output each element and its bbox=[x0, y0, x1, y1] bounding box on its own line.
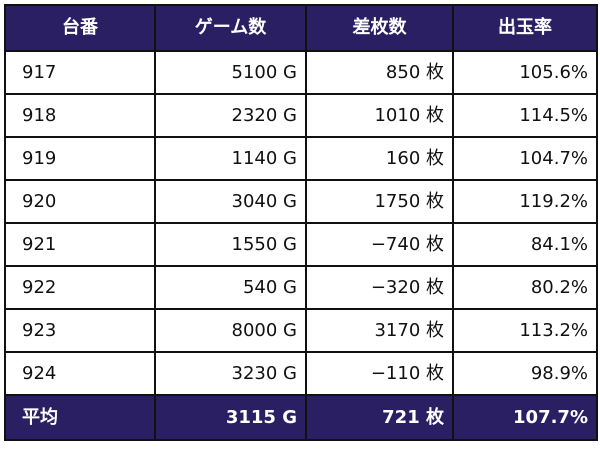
average-row: 平均 3115 G 721 枚 107.7% bbox=[4, 394, 598, 441]
machine-number-cell: 923 bbox=[4, 308, 156, 353]
payout-rate-cell: 105.6% bbox=[452, 50, 598, 95]
table-row: 920 3040 G 1750 枚 119.2% bbox=[4, 179, 598, 224]
header-coin-difference: 差枚数 bbox=[305, 4, 454, 52]
table-row: 922 540 G −320 枚 80.2% bbox=[4, 265, 598, 310]
machine-number-cell: 922 bbox=[4, 265, 156, 310]
coin-difference-cell: 160 枚 bbox=[305, 136, 454, 181]
payout-rate-cell: 84.1% bbox=[452, 222, 598, 267]
table-header: 台番 ゲーム数 差枚数 出玉率 bbox=[4, 4, 598, 52]
table-row: 918 2320 G 1010 枚 114.5% bbox=[4, 93, 598, 138]
coin-difference-cell: −110 枚 bbox=[305, 351, 454, 396]
average-label: 平均 bbox=[4, 394, 156, 441]
average-coin-difference: 721 枚 bbox=[305, 394, 454, 441]
game-count-cell: 1140 G bbox=[154, 136, 307, 181]
coin-difference-cell: 1010 枚 bbox=[305, 93, 454, 138]
table-footer: 平均 3115 G 721 枚 107.7% bbox=[4, 394, 598, 441]
payout-rate-cell: 80.2% bbox=[452, 265, 598, 310]
machine-number-cell: 921 bbox=[4, 222, 156, 267]
header-row: 台番 ゲーム数 差枚数 出玉率 bbox=[4, 4, 598, 52]
machine-number-cell: 919 bbox=[4, 136, 156, 181]
payout-rate-cell: 98.9% bbox=[452, 351, 598, 396]
game-count-cell: 2320 G bbox=[154, 93, 307, 138]
payout-rate-cell: 113.2% bbox=[452, 308, 598, 353]
game-count-cell: 540 G bbox=[154, 265, 307, 310]
coin-difference-cell: −740 枚 bbox=[305, 222, 454, 267]
table-row: 917 5100 G 850 枚 105.6% bbox=[4, 50, 598, 95]
table-body: 917 5100 G 850 枚 105.6% 918 2320 G 1010 … bbox=[4, 50, 598, 396]
average-game-count: 3115 G bbox=[154, 394, 307, 441]
header-payout-rate: 出玉率 bbox=[452, 4, 598, 52]
coin-difference-cell: 850 枚 bbox=[305, 50, 454, 95]
game-count-cell: 3230 G bbox=[154, 351, 307, 396]
machine-number-cell: 920 bbox=[4, 179, 156, 224]
payout-rate-cell: 119.2% bbox=[452, 179, 598, 224]
average-payout-rate: 107.7% bbox=[452, 394, 598, 441]
machine-number-cell: 924 bbox=[4, 351, 156, 396]
payout-rate-cell: 114.5% bbox=[452, 93, 598, 138]
coin-difference-cell: 3170 枚 bbox=[305, 308, 454, 353]
game-count-cell: 5100 G bbox=[154, 50, 307, 95]
table-row: 923 8000 G 3170 枚 113.2% bbox=[4, 308, 598, 353]
machine-number-cell: 917 bbox=[4, 50, 156, 95]
table-row: 924 3230 G −110 枚 98.9% bbox=[4, 351, 598, 396]
machine-number-cell: 918 bbox=[4, 93, 156, 138]
table-row: 921 1550 G −740 枚 84.1% bbox=[4, 222, 598, 267]
table-row: 919 1140 G 160 枚 104.7% bbox=[4, 136, 598, 181]
game-count-cell: 3040 G bbox=[154, 179, 307, 224]
game-count-cell: 1550 G bbox=[154, 222, 307, 267]
header-game-count: ゲーム数 bbox=[154, 4, 307, 52]
payout-rate-cell: 104.7% bbox=[452, 136, 598, 181]
coin-difference-cell: −320 枚 bbox=[305, 265, 454, 310]
slot-data-table: 台番 ゲーム数 差枚数 出玉率 917 5100 G 850 枚 105.6% … bbox=[4, 4, 598, 441]
header-machine-number: 台番 bbox=[4, 4, 156, 52]
coin-difference-cell: 1750 枚 bbox=[305, 179, 454, 224]
game-count-cell: 8000 G bbox=[154, 308, 307, 353]
